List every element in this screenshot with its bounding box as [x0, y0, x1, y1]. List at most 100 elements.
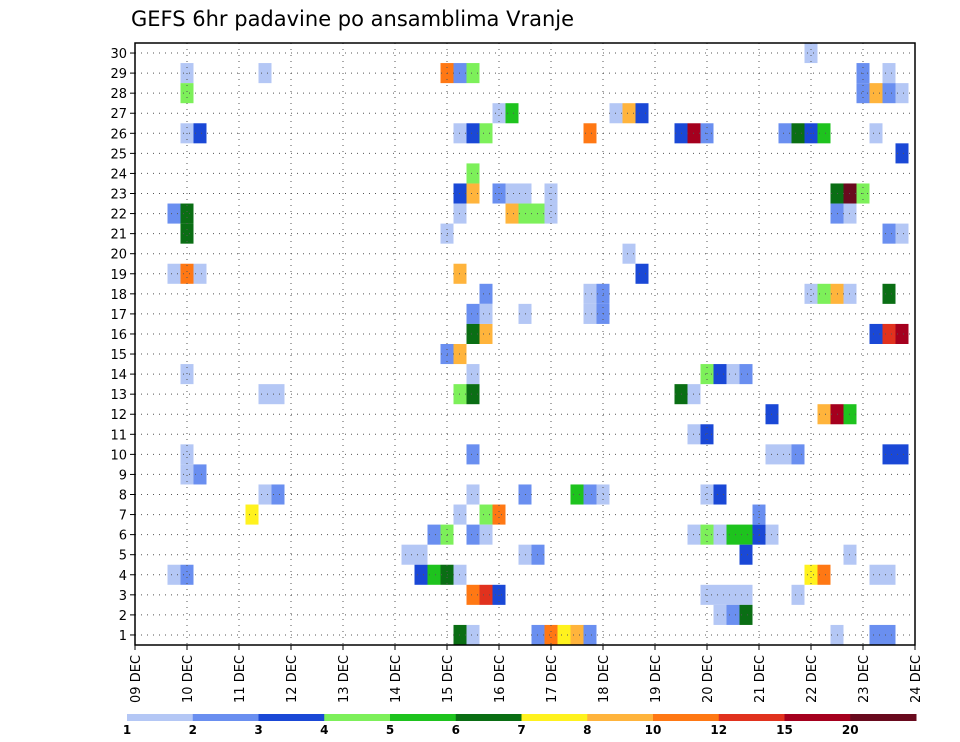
- ensemble-cell: [505, 103, 519, 124]
- ensemble-cell: [180, 223, 194, 244]
- ensemble-cell: [479, 504, 493, 525]
- ensemble-cell: [414, 564, 428, 585]
- ensemble-cell: [570, 624, 584, 645]
- ensemble-cell: [479, 323, 493, 344]
- ensemble-cell: [739, 544, 753, 565]
- x-tick-label: 19 DEC: [649, 655, 664, 703]
- ensemble-cell: [167, 564, 181, 585]
- ensemble-cell: [479, 524, 493, 545]
- ensemble-cell: [258, 384, 272, 405]
- ensemble-cell: [739, 604, 753, 625]
- ensemble-cell: [466, 584, 480, 605]
- ensemble-cell: [466, 303, 480, 324]
- ensemble-cell: [271, 384, 285, 405]
- x-tick-label: 22 DEC: [805, 655, 820, 703]
- y-tick-label: 10: [110, 448, 127, 463]
- ensemble-cell: [726, 584, 740, 605]
- y-tick-label: 16: [110, 328, 127, 343]
- y-tick-label: 12: [110, 408, 127, 423]
- ensemble-cell: [882, 83, 896, 104]
- ensemble-cell: [713, 484, 727, 505]
- ensemble-cell: [479, 584, 493, 605]
- y-tick-label: 18: [110, 288, 127, 303]
- ensemble-cell: [258, 484, 272, 505]
- x-tick-label: 09 DEC: [129, 655, 144, 703]
- colorbar-segment: [521, 714, 588, 721]
- ensemble-cell: [180, 203, 194, 224]
- y-tick-label: 25: [110, 147, 127, 162]
- ensemble-cell: [167, 263, 181, 284]
- ensemble-cell: [492, 504, 506, 525]
- y-tick-label: 4: [119, 569, 127, 584]
- ensemble-cell: [193, 464, 207, 485]
- colorbar-segment: [324, 714, 391, 721]
- y-tick-label: 22: [110, 208, 127, 223]
- x-tick-label: 14 DEC: [389, 655, 404, 703]
- ensemble-cell: [466, 364, 480, 385]
- chart-title: GEFS 6hr padavine po ansamblima Vranje: [131, 7, 574, 31]
- x-tick-label: 20 DEC: [701, 655, 716, 703]
- ensemble-cell: [700, 584, 714, 605]
- ensemble-cell: [167, 203, 181, 224]
- ensemble-cell: [193, 263, 207, 284]
- colorbar-segment: [258, 714, 325, 721]
- x-tick-label: 23 DEC: [857, 655, 872, 703]
- ensemble-cell: [856, 83, 870, 104]
- colorbar-label: 12: [710, 723, 727, 737]
- ensemble-cell: [804, 283, 818, 304]
- y-tick-label: 26: [110, 127, 127, 142]
- colorbar-segment: [784, 714, 851, 721]
- y-tick-label: 1: [119, 629, 127, 644]
- ensemble-cell: [466, 63, 480, 84]
- ensemble-cell: [466, 444, 480, 465]
- x-tick-label: 18 DEC: [597, 655, 612, 703]
- ensemble-cell: [869, 123, 883, 144]
- ensemble-cell: [492, 584, 506, 605]
- colorbar-segment: [653, 714, 720, 721]
- ensemble-cell: [869, 624, 883, 645]
- ensemble-cell: [180, 263, 194, 284]
- x-tick-label: 15 DEC: [441, 655, 456, 703]
- y-tick-label: 3: [119, 589, 127, 604]
- ensemble-cell: [557, 624, 571, 645]
- colorbar-label: 15: [776, 723, 793, 737]
- ensemble-cell: [895, 323, 909, 344]
- colorbar-segment: [850, 714, 917, 721]
- ensemble-cell: [401, 544, 415, 565]
- colorbar-label: 20: [842, 723, 859, 737]
- y-tick-label: 29: [110, 67, 127, 82]
- ensemble-cell: [180, 564, 194, 585]
- ensemble-cell: [583, 303, 597, 324]
- y-tick-label: 5: [119, 549, 127, 564]
- cells-layer: [167, 43, 909, 645]
- ensemble-cell: [466, 123, 480, 144]
- ensemble-cell: [713, 524, 727, 545]
- y-tick-label: 8: [119, 489, 127, 504]
- colorbar-segment: [390, 714, 457, 721]
- ensemble-cell: [479, 283, 493, 304]
- y-tick-label: 27: [110, 107, 127, 122]
- ensemble-cell: [193, 123, 207, 144]
- ensemble-cell: [791, 444, 805, 465]
- colorbar-label: 6: [452, 723, 460, 737]
- ensemble-cell: [895, 444, 909, 465]
- ensemble-cell: [427, 524, 441, 545]
- y-tick-label: 20: [110, 248, 127, 263]
- ensemble-cell: [739, 584, 753, 605]
- ensemble-cell: [700, 524, 714, 545]
- y-tick-label: 15: [110, 348, 127, 363]
- x-tick-label: 21 DEC: [753, 655, 768, 703]
- ensemble-cell: [479, 123, 493, 144]
- colorbar-label: 7: [517, 723, 525, 737]
- ensemble-cell: [583, 123, 597, 144]
- ensemble-cell: [570, 484, 584, 505]
- colorbar-label: 4: [320, 723, 328, 737]
- colorbar-label: 1: [123, 723, 131, 737]
- y-axis-ticks: 1234567891011121314151617181920212223242…: [110, 47, 135, 644]
- y-tick-label: 30: [110, 47, 127, 62]
- ensemble-cell: [544, 624, 558, 645]
- colorbar-label: 3: [254, 723, 262, 737]
- ensemble-cell: [479, 303, 493, 324]
- colorbar-label: 5: [386, 723, 394, 737]
- colorbar: 1 2 3 4 5 6 7 8 10 12 15 20: [123, 714, 917, 737]
